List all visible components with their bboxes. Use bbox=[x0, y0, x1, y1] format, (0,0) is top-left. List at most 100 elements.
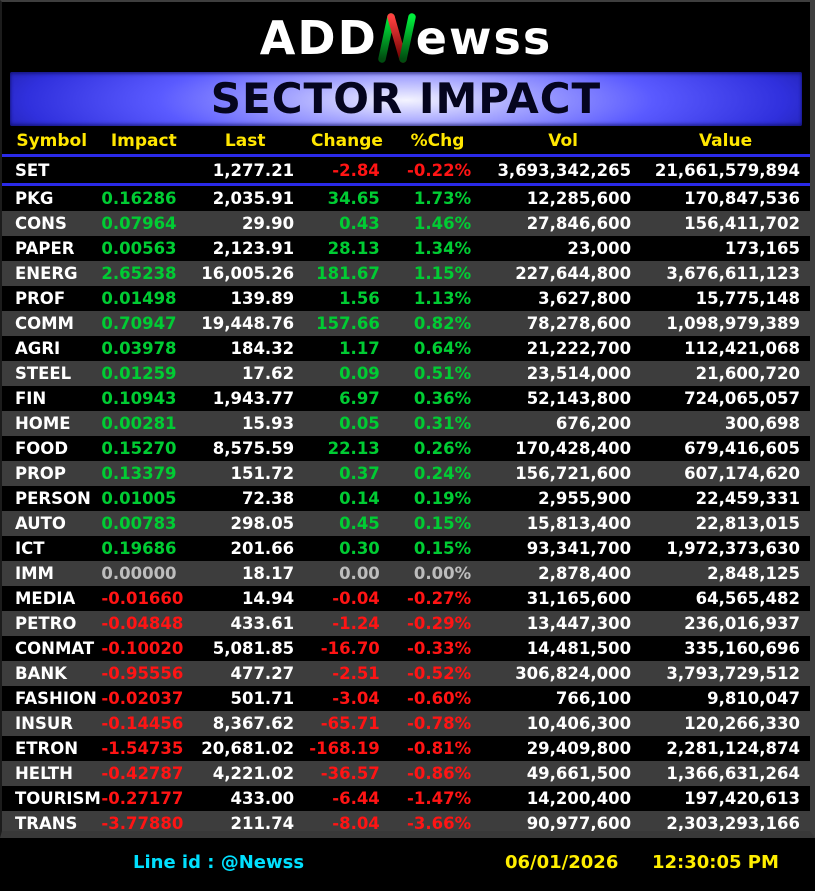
table-row: HOME 0.00281 15.93 0.05 0.31% 676,200 300,698 bbox=[2, 411, 810, 436]
cell-pct: 1.34% bbox=[413, 239, 472, 258]
cell-pct: -0.78% bbox=[407, 714, 472, 733]
cell-vol: 49,661,500 bbox=[526, 764, 632, 783]
cell-vol: 12,285,600 bbox=[526, 189, 632, 208]
cell-value: 64,565,482 bbox=[695, 589, 800, 608]
table-row: FOOD 0.15270 8,575.59 22.13 0.26% 170,428,400… bbox=[2, 436, 810, 461]
cell-pct: 1.13% bbox=[413, 289, 472, 308]
cell-last: 184.32 bbox=[230, 339, 295, 358]
cell-symbol: ICT bbox=[15, 539, 45, 558]
cell-impact: 0.13379 bbox=[101, 464, 177, 483]
cell-change: -0.04 bbox=[332, 589, 380, 608]
table-row: BANK -0.95556 477.27 -2.51 -0.52% 306,824,000… bbox=[2, 661, 810, 686]
cell-value: 300,698 bbox=[724, 414, 800, 433]
table-row: PETRO -0.04848 433.61 -1.24 -0.29% 13,447,300… bbox=[2, 611, 810, 636]
cell-last: 201.66 bbox=[230, 539, 295, 558]
cell-last: 433.00 bbox=[230, 789, 295, 808]
cell-vol: 21,222,700 bbox=[526, 339, 632, 358]
cell-symbol: ENERG bbox=[15, 264, 78, 283]
cell-value: 236,016,937 bbox=[684, 614, 800, 633]
cell-symbol: PKG bbox=[15, 189, 54, 208]
date-label: 06/01/2026 bbox=[505, 852, 619, 873]
cell-impact: -0.14456 bbox=[101, 714, 184, 733]
banner: SECTOR IMPACT bbox=[10, 72, 802, 126]
cell-last: 501.71 bbox=[230, 689, 295, 708]
table-row: ETRON -1.54735 20,681.02 -168.19 -0.81% 29,40… bbox=[2, 736, 810, 761]
cell-change: -65.71 bbox=[320, 714, 380, 733]
cell-pct: 1.46% bbox=[413, 214, 472, 233]
cell-change: -3.04 bbox=[332, 689, 380, 708]
cell-vol: 3,627,800 bbox=[538, 289, 632, 308]
cell-symbol: INSUR bbox=[15, 714, 73, 733]
cell-impact: -0.27177 bbox=[101, 789, 184, 808]
cell-vol: 156,721,600 bbox=[515, 464, 632, 483]
cell-value: 156,411,702 bbox=[684, 214, 800, 233]
logo-n-icon bbox=[378, 13, 416, 63]
cell-impact: 0.00783 bbox=[101, 514, 177, 533]
cell-impact: -0.42787 bbox=[101, 764, 184, 783]
cell-impact: 0.10943 bbox=[101, 389, 177, 408]
cell-impact: -0.04848 bbox=[101, 614, 184, 633]
cell-impact: -0.10020 bbox=[101, 639, 184, 658]
cell-impact: -0.95556 bbox=[101, 664, 184, 683]
table-row: TRANS -3.77880 211.74 -8.04 -3.66% 90,977,600… bbox=[2, 811, 810, 833]
set-vol: 3,693,342,265 bbox=[497, 160, 632, 180]
cell-last: 5,081.85 bbox=[212, 639, 295, 658]
footer: Line id : @Newss 06/01/2026 12:30:05 PM bbox=[0, 838, 815, 891]
cell-pct: -1.47% bbox=[407, 789, 472, 808]
sector-rows: PKG 0.16286 2,035.91 34.65 1.73% 12,285,600 17… bbox=[2, 185, 810, 833]
table-row: PROP 0.13379 151.72 0.37 0.24% 156,721,600 607… bbox=[2, 461, 810, 486]
logo-text-right: ewss bbox=[415, 11, 553, 65]
set-change: -2.84 bbox=[332, 160, 380, 180]
cell-last: 1,943.77 bbox=[212, 389, 295, 408]
cell-change: 1.56 bbox=[339, 289, 380, 308]
cell-last: 72.38 bbox=[241, 489, 295, 508]
cell-last: 433.61 bbox=[230, 614, 295, 633]
cell-vol: 306,824,000 bbox=[515, 664, 632, 683]
cell-last: 211.74 bbox=[230, 814, 295, 833]
table-header-row: Symbol Impact Last Change %Chg Vol Value bbox=[2, 128, 810, 156]
cell-pct: -0.29% bbox=[407, 614, 472, 633]
cell-last: 20,681.02 bbox=[201, 739, 295, 758]
cell-symbol: CONS bbox=[15, 214, 67, 233]
col-header-vol: Vol bbox=[548, 131, 578, 151]
cell-pct: 0.64% bbox=[413, 339, 472, 358]
cell-pct: -0.33% bbox=[407, 639, 472, 658]
cell-pct: -3.66% bbox=[407, 814, 472, 833]
table-row: PKG 0.16286 2,035.91 34.65 1.73% 12,285,600 17… bbox=[2, 185, 810, 212]
cell-pct: 0.51% bbox=[413, 364, 472, 383]
cell-last: 139.89 bbox=[230, 289, 295, 308]
cell-impact: -0.02037 bbox=[101, 689, 184, 708]
cell-symbol: PETRO bbox=[15, 614, 77, 633]
table-row: IMM 0.00000 18.17 0.00 0.00% 2,878,400 2,848,1… bbox=[2, 561, 810, 586]
cell-vol: 14,200,400 bbox=[526, 789, 632, 808]
cell-value: 2,281,124,874 bbox=[666, 739, 800, 758]
cell-impact: 0.70947 bbox=[101, 314, 177, 333]
page-title: SECTOR IMPACT bbox=[210, 74, 602, 123]
cell-vol: 27,846,600 bbox=[526, 214, 632, 233]
cell-vol: 78,278,600 bbox=[526, 314, 632, 333]
cell-impact: 0.19686 bbox=[101, 539, 177, 558]
cell-change: -8.04 bbox=[332, 814, 380, 833]
cell-impact: 0.01498 bbox=[101, 289, 177, 308]
set-symbol: SET bbox=[15, 160, 50, 180]
cell-value: 15,775,148 bbox=[695, 289, 800, 308]
cell-value: 22,813,015 bbox=[695, 514, 800, 533]
table-row: MEDIA -0.01660 14.94 -0.04 -0.27% 31,165,600 6… bbox=[2, 586, 810, 611]
cell-vol: 23,000 bbox=[567, 239, 632, 258]
cell-value: 173,165 bbox=[724, 239, 800, 258]
cell-pct: -0.86% bbox=[407, 764, 472, 783]
cell-change: 0.30 bbox=[339, 539, 380, 558]
cell-symbol: PAPER bbox=[15, 239, 75, 258]
cell-pct: 1.15% bbox=[413, 264, 472, 283]
cell-value: 335,160,696 bbox=[684, 639, 800, 658]
cell-pct: 0.00% bbox=[413, 564, 472, 583]
cell-value: 1,098,979,389 bbox=[666, 314, 800, 333]
cell-pct: 0.24% bbox=[413, 464, 472, 483]
col-header-value: Value bbox=[698, 131, 753, 151]
set-index-row: SET 1,277.21 -2.84 -0.22% 3,693,342,265 … bbox=[2, 156, 810, 185]
table-row: ENERG 2.65238 16,005.26 181.67 1.15% 227,644,… bbox=[2, 261, 810, 286]
cell-value: 1,366,631,264 bbox=[666, 764, 800, 783]
addnewss-logo: ADD ewss bbox=[2, 7, 810, 69]
cell-value: 22,459,331 bbox=[695, 489, 800, 508]
cell-last: 477.27 bbox=[230, 664, 295, 683]
